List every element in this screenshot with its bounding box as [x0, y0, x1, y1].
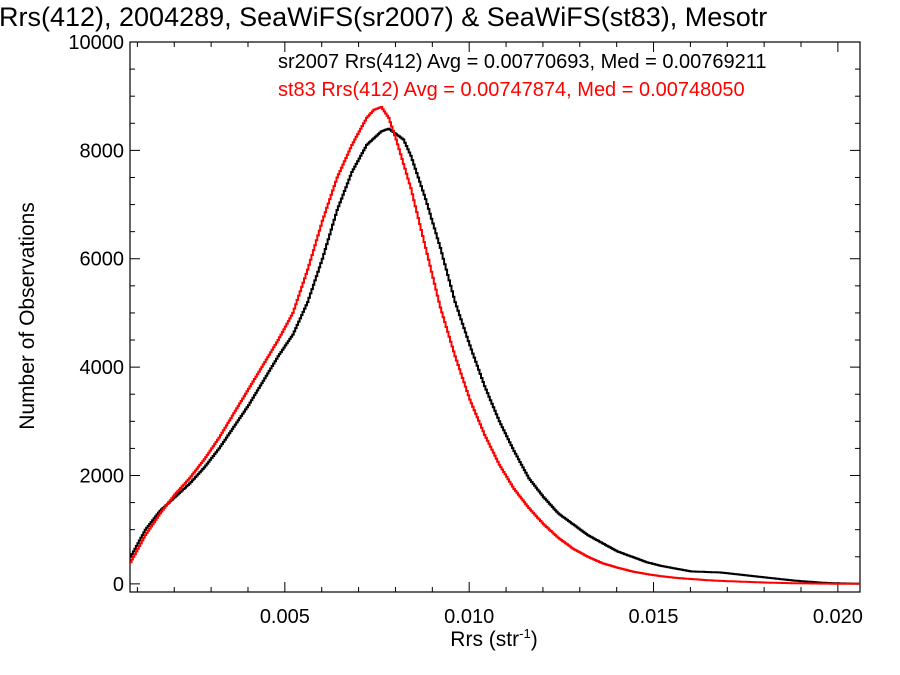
axis-ticks: 0.005 0.010 0.015 0.020 0 2000 4000 6000 8000 100…: [68, 32, 863, 628]
legend: sr2007 Rrs(412) Avg = 0.00770693, Med = …: [278, 51, 767, 101]
chart-title: Rrs(412), 2004289, SeaWiFS(sr2007) & Sea…: [0, 2, 767, 32]
x-tick-label: 0.020: [813, 606, 863, 628]
legend-entry-st83: st83 Rrs(412) Avg = 0.00747874, Med = 0.…: [278, 79, 745, 101]
x-tick-label: 0.010: [444, 606, 494, 628]
x-tick-label: 0.015: [629, 606, 679, 628]
x-axis-label-main: Rrs (str: [450, 628, 519, 651]
y-tick-label: 4000: [80, 357, 125, 379]
x-axis-label: Rrs (str-1): [450, 626, 537, 651]
x-tick-label: 0.005: [260, 606, 310, 628]
y-tick-label: 8000: [80, 140, 125, 162]
x-axis-label-exponent: -1: [519, 626, 531, 641]
plot-frame: [129, 41, 861, 593]
y-tick-label: 2000: [80, 465, 125, 487]
legend-entry-sr2007: sr2007 Rrs(412) Avg = 0.00770693, Med = …: [278, 51, 767, 73]
y-axis-label: Number of Observations: [16, 202, 39, 430]
y-tick-label: 10000: [68, 32, 124, 54]
y-tick-label: 6000: [80, 249, 125, 271]
series-lines: [130, 106, 860, 585]
x-axis-label-close: ): [531, 628, 538, 651]
series-line-1: [130, 106, 860, 585]
series-line-0: [130, 127, 860, 585]
y-tick-label: 0: [113, 574, 124, 596]
